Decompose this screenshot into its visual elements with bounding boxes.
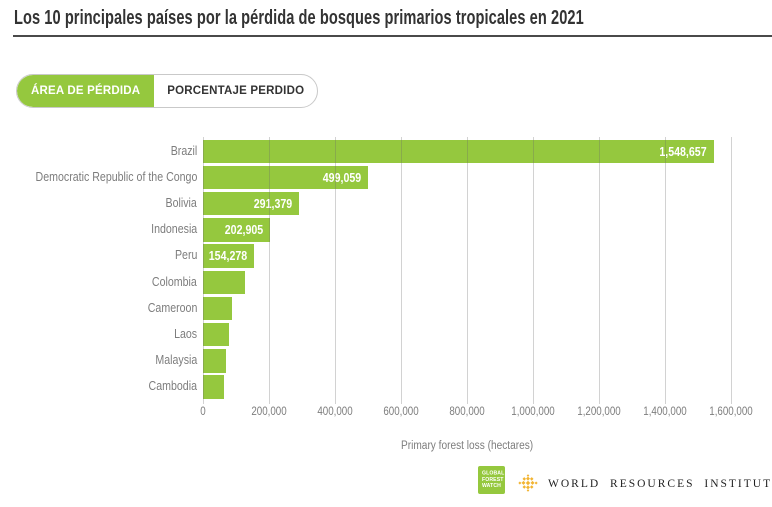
x-axis-title: Primary forest loss (hectares) [400,440,534,452]
chart-row: Brazil 1,548,657 [0,139,772,163]
bar-brazil[interactable]: 1,548,657 [203,139,715,163]
x-tick-label: 1,000,000 [511,406,555,418]
chart-row: Cambodia [0,375,772,399]
category-label: Brazil [170,143,197,158]
wri-logo[interactable]: WORLD RESOURCES INSTITUTE [517,474,772,492]
chart-row: Indonesia 202,905 [0,218,772,242]
bar-cambodia[interactable] [203,375,225,399]
chart-view-tabs: ÁREA DE PÉRDIDA PORCENTAJE PERDIDO [16,74,319,108]
bar-malaysia[interactable] [203,349,227,373]
bar-value-label: 202,905 [224,223,263,238]
bar-colombia[interactable] [203,270,245,294]
x-tick-label: 1,600,000 [709,406,753,418]
bar-value-label: 499,059 [322,170,361,185]
category-label: Indonesia [150,222,197,237]
bar-democratic-republic-of-the-congo[interactable]: 499,059 [203,165,368,190]
category-label: Cambodia [148,379,197,394]
category-label: Laos [173,326,197,341]
bar-bolivia[interactable]: 291,379 [203,191,300,216]
chart-row: Colombia [0,270,772,294]
tab-area-de-perdida[interactable]: ÁREA DE PÉRDIDA [17,75,155,107]
x-tick-label: 600,000 [383,406,419,418]
bar-indonesia[interactable]: 202,905 [203,218,270,242]
category-label: Peru [174,248,197,263]
wri-logo-text: WORLD RESOURCES INSTITUTE [548,477,772,490]
bar-chart: Brazil 1,548,657 Democratic Republic of … [0,137,772,467]
chart-row: Cameroon [0,296,772,321]
bar-laos[interactable] [203,322,230,347]
chart-row: Bolivia 291,379 [0,191,772,216]
chart-row: Malaysia [0,349,772,373]
bar-value-label: 291,379 [253,196,293,211]
page-title: Los 10 principales países por la pérdida… [14,7,584,29]
bar-peru[interactable]: 154,278 [203,244,254,268]
wri-sunburst-icon [518,474,538,492]
title-underline [13,35,772,37]
category-label: Cameroon [147,300,197,315]
chart-row: Laos [0,322,772,347]
chart-row: Peru 154,278 [0,244,772,268]
chart-row: Democratic Republic of the Congo 499,059 [0,165,772,190]
category-label: Democratic Republic of the Congo [35,169,197,184]
bar-cameroon[interactable] [203,296,233,321]
x-tick-label: 400,000 [317,406,353,418]
bar-value-label: 1,548,657 [659,144,708,159]
global-forest-watch-logo[interactable]: GLOBAL FOREST WATCH [478,466,505,494]
global-forest-watch-logo-text: GLOBAL FOREST WATCH [482,470,505,489]
x-tick-label: 200,000 [251,406,287,418]
x-tick-label: 800,000 [449,406,485,418]
bar-value-label: 154,278 [208,249,247,264]
x-tick-label: 1,400,000 [643,406,687,418]
category-label: Malaysia [155,353,197,368]
x-tick-label: 1,200,000 [577,406,621,418]
category-label: Colombia [152,274,197,289]
x-tick-label: 0 [200,406,206,418]
category-label: Bolivia [165,195,197,210]
tab-porcentaje-perdido[interactable]: PORCENTAJE PERDIDO [154,75,317,107]
